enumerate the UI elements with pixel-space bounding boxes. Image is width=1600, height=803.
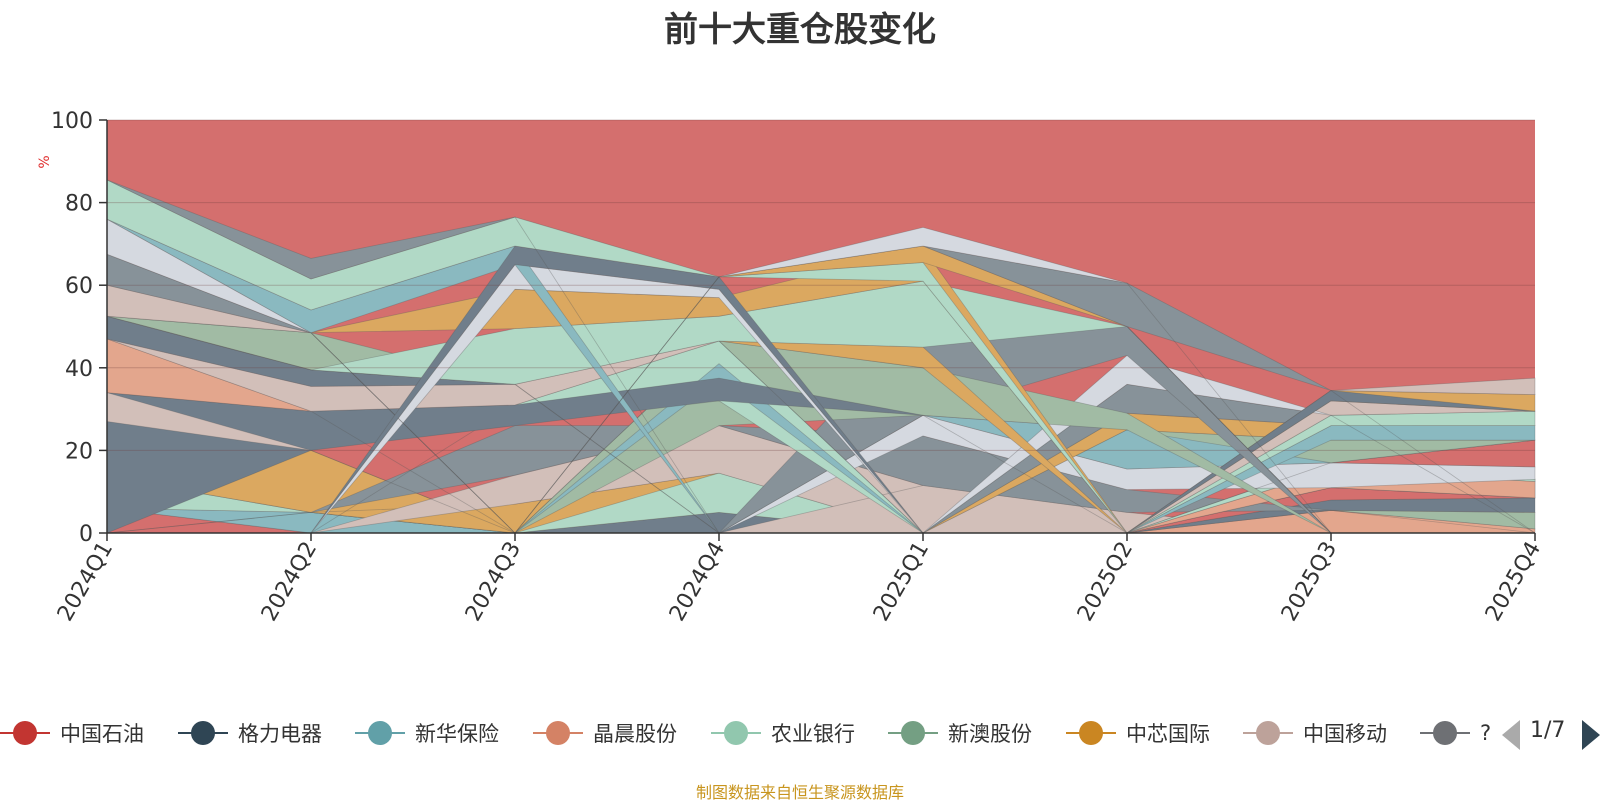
- area-band: [106, 218, 1535, 534]
- legend-label: 农业银行: [771, 722, 855, 746]
- y-tick-label: 40: [65, 357, 93, 382]
- area-band: [106, 338, 1535, 534]
- x-tick-label: 2024Q1: [53, 538, 118, 626]
- y-axis-label: %: [37, 155, 53, 168]
- y-tick-label: 100: [51, 109, 93, 134]
- legend-item[interactable]: 新华保险: [355, 713, 499, 753]
- legend-marker-icon: [1420, 721, 1470, 745]
- legend-item[interactable]: 晶晨股份: [533, 713, 677, 753]
- legend-next-page-button[interactable]: [1582, 720, 1600, 750]
- legend-label: 新澳股份: [948, 722, 1032, 746]
- legend-pager: 1/7: [1500, 714, 1600, 754]
- area-band: [107, 226, 1535, 534]
- area-band: [107, 264, 1535, 534]
- x-tick-label: 2024Q2: [257, 538, 322, 626]
- area-band: [107, 340, 1535, 534]
- legend-label: 中国石油: [60, 722, 144, 746]
- legend-item[interactable]: 农业银行: [711, 713, 855, 753]
- legend-marker-icon: [533, 721, 583, 745]
- y-tick-label: 20: [65, 439, 93, 464]
- legend-item[interactable]: 中国移动: [1243, 713, 1387, 753]
- legend-marker-icon: [711, 721, 761, 745]
- y-tick-label: 0: [79, 522, 93, 547]
- legend-item[interactable]: ?: [1420, 713, 1491, 753]
- area-band: [107, 340, 1535, 534]
- x-tick-label: 2025Q2: [1073, 538, 1138, 626]
- area-band: [106, 179, 1535, 534]
- area-band: [107, 245, 1535, 534]
- legend-marker-icon: [178, 721, 228, 745]
- chart-title: 前十大重仓股变化: [664, 10, 936, 50]
- legend-marker-icon: [1066, 721, 1116, 745]
- legend-item[interactable]: 格力电器: [178, 713, 322, 753]
- x-tick-label: 2025Q1: [869, 538, 934, 626]
- legend-item[interactable]: 新澳股份: [888, 713, 1032, 753]
- legend-label: 中国移动: [1303, 722, 1387, 746]
- legend-label: 格力电器: [238, 722, 322, 746]
- grid-lines: [107, 119, 1535, 451]
- legend-marker-icon: [0, 721, 50, 745]
- legend-label: 晶晨股份: [593, 722, 677, 746]
- legend-label: ?: [1480, 721, 1492, 745]
- y-tick-label: 60: [65, 274, 93, 299]
- area-band: [106, 315, 1535, 534]
- legend-marker-icon: [355, 721, 405, 745]
- x-tick-label: 2025Q4: [1481, 538, 1546, 626]
- legend-marker-icon: [888, 721, 938, 745]
- legend-label: 新华保险: [415, 722, 499, 746]
- x-tick-label: 2024Q4: [665, 538, 730, 626]
- area-band: [107, 363, 1535, 534]
- legend: 中国石油 格力电器 新华保险 晶晨股份 农业银行 新澳股份 中芯国际 中国移动?: [0, 713, 1500, 753]
- x-tick-label: 2024Q3: [461, 538, 526, 626]
- source-note: 制图数据来自恒生聚源数据库: [695, 783, 904, 802]
- legend-page-indicator: 1/7: [1530, 718, 1566, 743]
- area-bands: [106, 120, 1536, 534]
- y-tick-label: 80: [65, 192, 93, 217]
- legend-item[interactable]: 中国石油: [0, 713, 144, 753]
- legend-marker-icon: [1243, 721, 1293, 745]
- legend-item[interactable]: 中芯国际: [1066, 713, 1210, 753]
- x-tick-label: 2025Q3: [1277, 538, 1342, 626]
- legend-prev-page-button[interactable]: [1502, 720, 1520, 750]
- legend-label: 中芯国际: [1126, 722, 1210, 746]
